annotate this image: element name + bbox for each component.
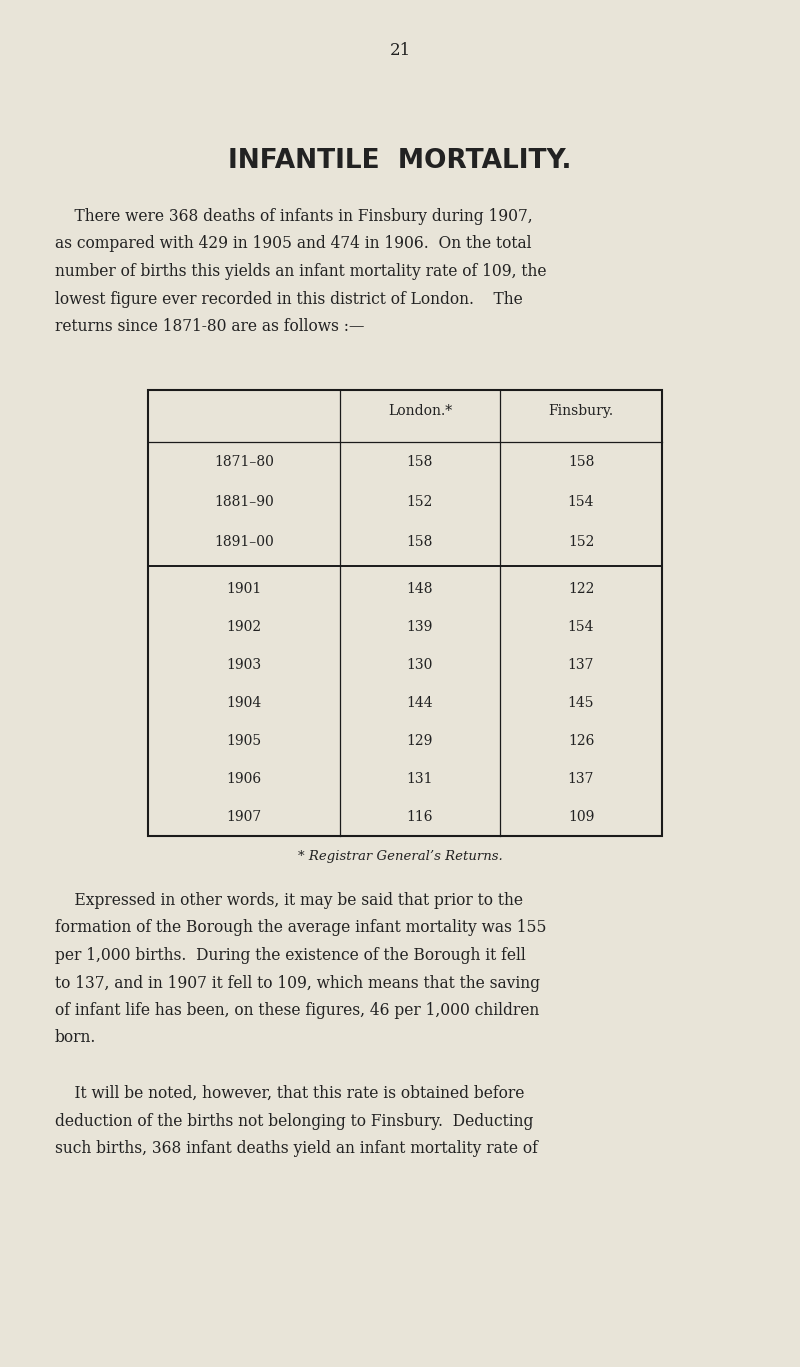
Text: 158: 158 [407, 534, 433, 550]
Text: There were 368 deaths of infants in Finsbury during 1907,: There were 368 deaths of infants in Fins… [55, 208, 533, 226]
Text: 1901: 1901 [226, 582, 262, 596]
Text: 152: 152 [568, 534, 594, 550]
Text: 116: 116 [406, 811, 434, 824]
Text: It will be noted, however, that this rate is obtained before: It will be noted, however, that this rat… [55, 1085, 524, 1102]
Text: 1871–80: 1871–80 [214, 455, 274, 469]
Text: 137: 137 [568, 772, 594, 786]
Text: such births, 368 infant deaths yield an infant mortality rate of: such births, 368 infant deaths yield an … [55, 1140, 538, 1156]
Text: INFANTILE  MORTALITY.: INFANTILE MORTALITY. [228, 148, 572, 174]
Text: 158: 158 [407, 455, 433, 469]
Text: 1891–00: 1891–00 [214, 534, 274, 550]
Text: of infant life has been, on these figures, 46 per 1,000 children: of infant life has been, on these figure… [55, 1002, 539, 1018]
Text: to 137, and in 1907 it fell to 109, which means that the saving: to 137, and in 1907 it fell to 109, whic… [55, 975, 540, 991]
Text: London.*: London.* [388, 405, 452, 418]
Text: lowest figure ever recorded in this district of London.    The: lowest figure ever recorded in this dist… [55, 291, 522, 308]
Text: 1881–90: 1881–90 [214, 495, 274, 509]
Text: 1902: 1902 [226, 621, 262, 634]
Text: 158: 158 [568, 455, 594, 469]
Text: 1905: 1905 [226, 734, 262, 748]
Text: Finsbury.: Finsbury. [549, 405, 614, 418]
Text: as compared with 429 in 1905 and 474 in 1906.  On the total: as compared with 429 in 1905 and 474 in … [55, 235, 531, 253]
Text: 122: 122 [568, 582, 594, 596]
Text: 129: 129 [407, 734, 433, 748]
Text: returns since 1871-80 are as follows :—: returns since 1871-80 are as follows :— [55, 319, 364, 335]
Text: 154: 154 [568, 621, 594, 634]
Text: 1904: 1904 [226, 696, 262, 709]
Text: number of births this yields an infant mortality rate of 109, the: number of births this yields an infant m… [55, 262, 546, 280]
Text: 145: 145 [568, 696, 594, 709]
Text: 1906: 1906 [226, 772, 262, 786]
Text: per 1,000 births.  During the existence of the Borough it fell: per 1,000 births. During the existence o… [55, 947, 526, 964]
Text: 144: 144 [406, 696, 434, 709]
Text: 21: 21 [390, 42, 410, 59]
Text: 131: 131 [406, 772, 434, 786]
Text: 109: 109 [568, 811, 594, 824]
Text: 130: 130 [407, 658, 433, 673]
Text: 1903: 1903 [226, 658, 262, 673]
Bar [148, 390, 662, 837]
Text: deduction of the births not belonging to Finsbury.  Deducting: deduction of the births not belonging to… [55, 1113, 534, 1129]
Text: born.: born. [55, 1029, 96, 1047]
Text: 148: 148 [406, 582, 434, 596]
Text: 1907: 1907 [226, 811, 262, 824]
Text: Expressed in other words, it may be said that prior to the: Expressed in other words, it may be said… [55, 893, 523, 909]
Text: 152: 152 [407, 495, 433, 509]
Text: 154: 154 [568, 495, 594, 509]
Text: * Registrar General’s Returns.: * Registrar General’s Returns. [298, 850, 502, 863]
Text: 126: 126 [568, 734, 594, 748]
Text: formation of the Borough the average infant mortality was 155: formation of the Borough the average inf… [55, 920, 546, 936]
Text: 137: 137 [568, 658, 594, 673]
Text: 139: 139 [407, 621, 433, 634]
